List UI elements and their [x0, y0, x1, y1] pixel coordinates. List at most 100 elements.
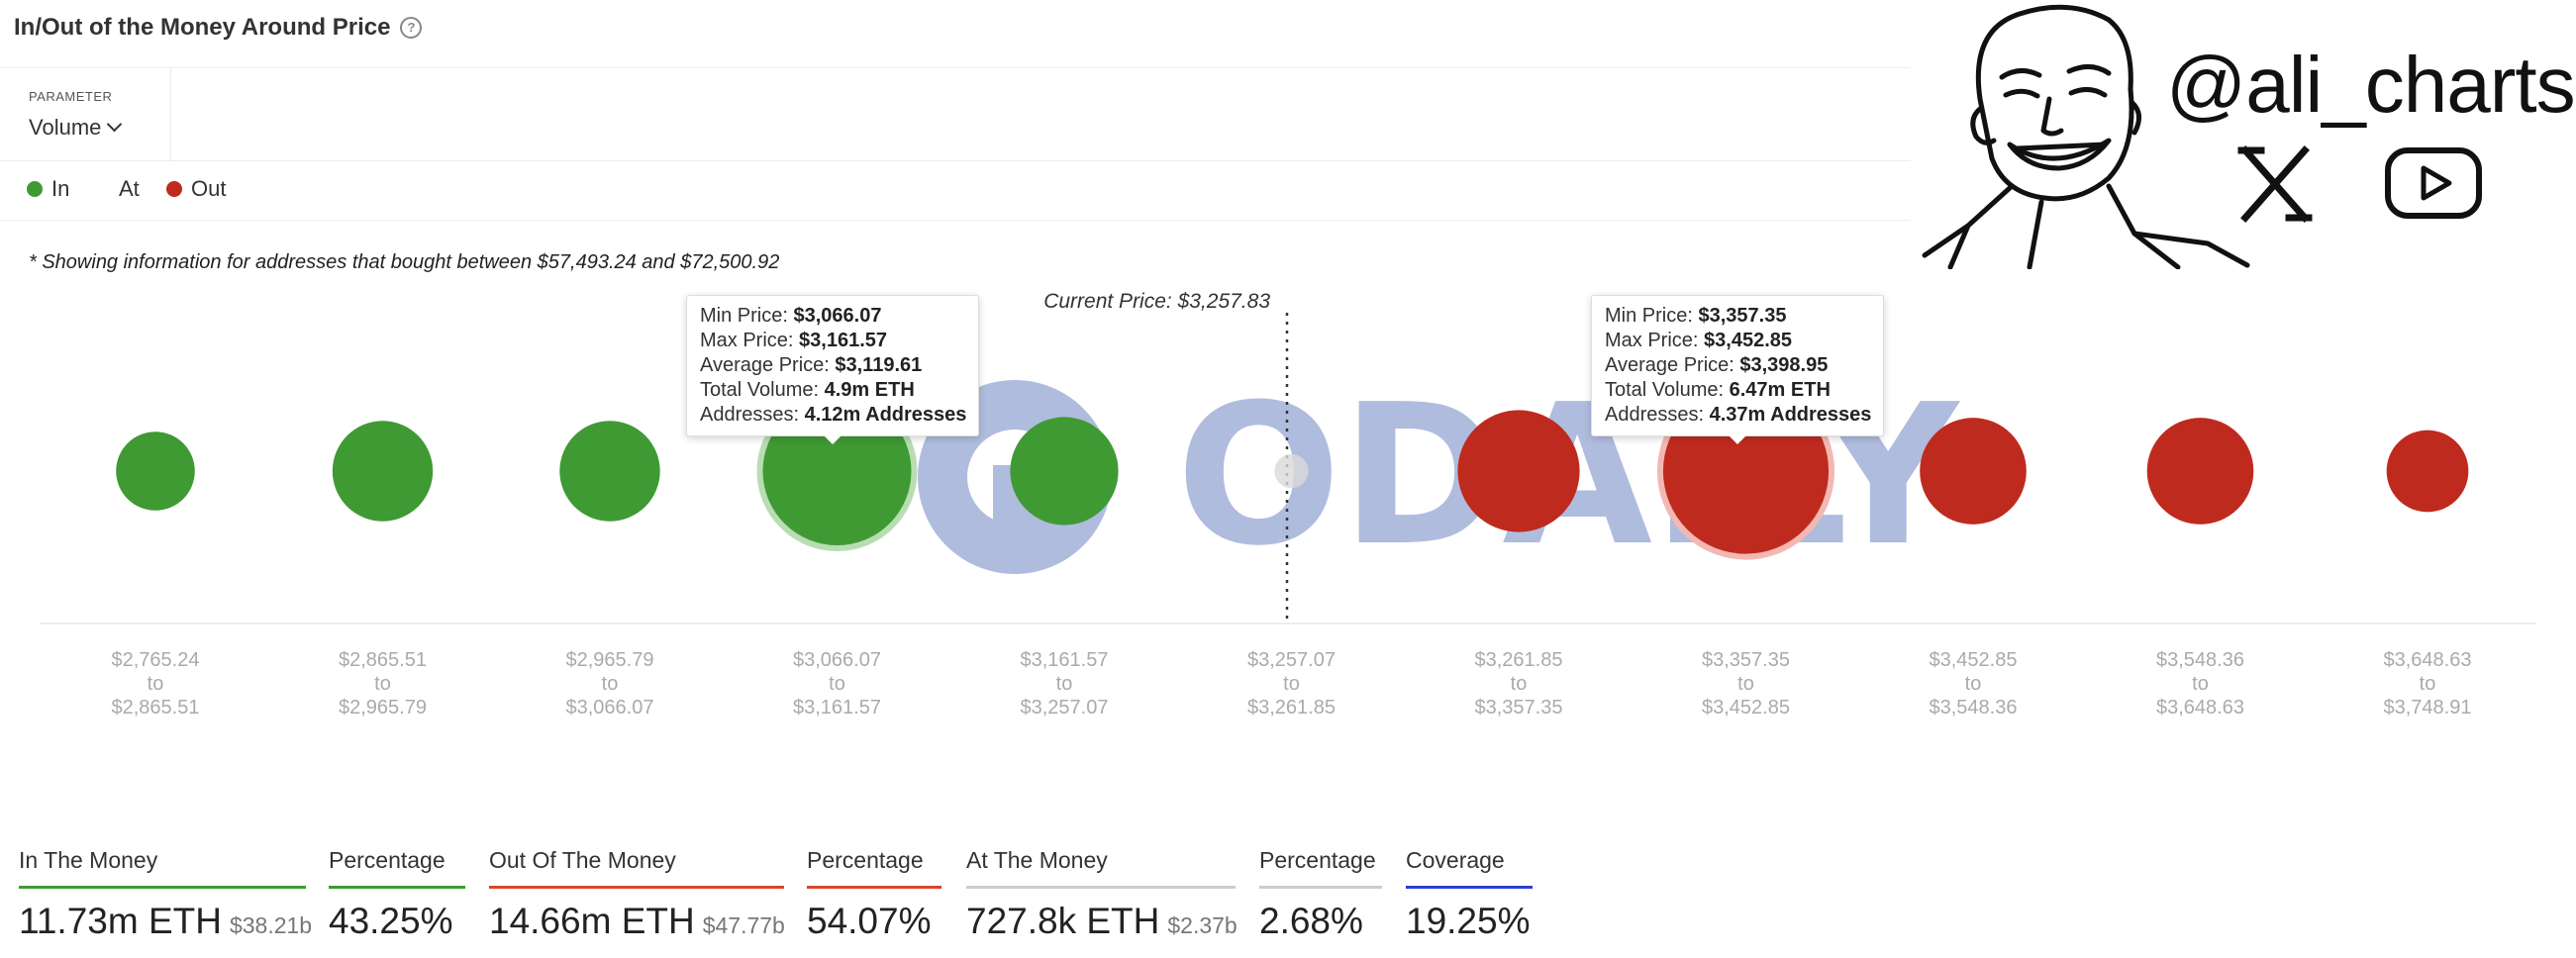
stat-value-row: 2.68%: [1259, 901, 1382, 942]
parameter-select-value: Volume: [29, 115, 102, 140]
tooltip-arrow: [824, 435, 842, 444]
stat-label: Percentage: [329, 847, 446, 873]
tick-label-from: $2,865.51: [339, 649, 427, 671]
bubble-in[interactable]: [116, 431, 195, 511]
bubble-out[interactable]: [2386, 430, 2469, 513]
parameter-select[interactable]: Volume: [29, 115, 123, 141]
tooltip-row: Total Volume: 4.9m ETH: [700, 378, 966, 403]
tooltip-row-value: $3,357.35: [1698, 305, 1787, 327]
stat-rule: [1406, 886, 1533, 889]
legend-label-out: Out: [191, 176, 227, 201]
legend-item-at[interactable]: At: [119, 176, 140, 202]
tick-label-to: to: [1965, 673, 1982, 695]
bubble-tooltip: Min Price: $3,066.07 Max Price: $3,161.57…: [686, 295, 980, 444]
stat-rule: [1259, 886, 1382, 889]
bubble-out[interactable]: [2146, 418, 2254, 525]
tooltip-row-label: Total Volume:: [1605, 379, 1730, 401]
tooltip-row-label: Addresses:: [1605, 404, 1710, 426]
tooltip-row-value: $3,398.95: [1739, 354, 1829, 376]
tooltip-row: Addresses: 4.12m Addresses: [700, 403, 966, 428]
stat-label: Percentage: [807, 847, 924, 873]
divider: [0, 160, 1911, 161]
tick-label-to-price: $3,548.36: [1930, 697, 2018, 718]
tooltip-row-value: $3,452.85: [1704, 330, 1793, 351]
bubble-in[interactable]: [332, 421, 434, 522]
divider: [0, 220, 1911, 221]
tooltip-row: Average Price: $3,119.61: [700, 353, 966, 378]
current-price-label: Current Price: $3,257.83: [1043, 290, 1270, 313]
tick-label-to-price: $3,257.07: [1021, 697, 1109, 718]
stat-value: 11.73m ETH: [19, 901, 222, 941]
tick-label-to: to: [1737, 673, 1754, 695]
tick-label-to-price: $2,965.79: [339, 697, 427, 718]
stat-value: 43.25%: [329, 901, 453, 941]
stat-in-the-money: In The Money 11.73m ETH $38.21b: [19, 847, 312, 942]
tick-label-to-price: $2,865.51: [112, 697, 200, 718]
bubble-in[interactable]: [559, 421, 660, 522]
stat-subvalue: $47.77b: [702, 912, 785, 938]
tick-label-from: $2,965.79: [566, 649, 654, 671]
tooltip-row-value: 6.47m ETH: [1729, 379, 1831, 401]
stat-value: 54.07%: [807, 901, 932, 941]
legend-dot-in: [27, 181, 43, 197]
question-circle-icon[interactable]: ?: [400, 17, 423, 39]
tick-label-to-price: $3,357.35: [1475, 697, 1563, 718]
legend-label-in: In: [51, 176, 70, 201]
stat-value-row: 19.25%: [1406, 901, 1533, 942]
tick-label-to: to: [1056, 673, 1073, 695]
youtube-play-icon: [2385, 147, 2482, 219]
tick-label-to: to: [602, 673, 619, 695]
brand-panel: [1922, 4, 2482, 269]
tooltip-row-label: Max Price:: [1605, 330, 1705, 351]
tooltip-row-value: 4.37m Addresses: [1709, 404, 1872, 426]
bubble-out[interactable]: [1457, 410, 1580, 532]
tooltip-row-value: 4.9m ETH: [824, 379, 915, 401]
legend-item-in[interactable]: In: [27, 176, 69, 202]
tick-label-to-price: $3,161.57: [793, 697, 881, 718]
tooltip-row-value: 4.12m Addresses: [804, 404, 967, 426]
tick-label-from: $3,648.63: [2384, 649, 2472, 671]
stat-value: 727.8k ETH: [966, 901, 1160, 941]
stat-value: 19.25%: [1406, 901, 1531, 941]
tooltip-row: Addresses: 4.37m Addresses: [1605, 403, 1871, 428]
stat-label: Coverage: [1406, 847, 1505, 873]
tick-label-from: $3,357.35: [1702, 649, 1790, 671]
page-title: In/Out of the Money Around Price?: [14, 14, 423, 42]
tick-label-to-price: $3,748.91: [2384, 697, 2472, 718]
tick-label-from: $3,261.85: [1475, 649, 1563, 671]
chevron-down-icon: [107, 116, 123, 133]
stat-at-the-money: At The Money 727.8k ETH $2.37b: [966, 847, 1238, 942]
stat-subvalue: $2.37b: [1167, 912, 1238, 938]
stat-value-row: 54.07%: [807, 901, 941, 942]
brand-handle: @ali_charts: [2166, 41, 2576, 129]
stat-percentage: Percentage 54.07%: [807, 847, 941, 942]
stat-rule: [19, 886, 306, 889]
tooltip-row: Max Price: $3,452.85: [1605, 329, 1871, 353]
tooltip-row-label: Addresses:: [700, 404, 805, 426]
parameter-label: PARAMETER: [29, 89, 113, 104]
tick-label-to: to: [374, 673, 391, 695]
stat-subvalue: $38.21b: [229, 912, 313, 938]
bubble-at[interactable]: [1274, 453, 1309, 489]
tick-label-from: $3,452.85: [1930, 649, 2018, 671]
parameter-panel: [0, 69, 171, 160]
tooltip-arrow: [1729, 435, 1747, 444]
stat-value-row: 11.73m ETH $38.21b: [19, 901, 312, 942]
tick-label-from: $3,548.36: [2156, 649, 2244, 671]
bubble-out[interactable]: [1920, 418, 2027, 525]
tick-label-to-price: $3,452.85: [1702, 697, 1790, 718]
tick-label-to-price: $3,261.85: [1247, 697, 1336, 718]
stat-label: Out Of The Money: [489, 847, 676, 873]
range-note: * Showing information for addresses that…: [29, 251, 780, 273]
x-logo-icon: [2237, 145, 2313, 223]
stat-percentage: Percentage 43.25%: [329, 847, 465, 942]
bubble-chart: ODAILY Current Price: $3,257.83 $2,765.2…: [40, 290, 2536, 718]
tooltip-row-label: Average Price:: [700, 354, 836, 376]
legend-item-out[interactable]: Out: [166, 176, 226, 202]
stat-label: In The Money: [19, 847, 158, 873]
bubble-in[interactable]: [1010, 417, 1119, 526]
cartoon-face-logo-icon: [1922, 4, 2250, 269]
tick-label-from: $3,161.57: [1021, 649, 1109, 671]
bubble-tooltip: Min Price: $3,357.35 Max Price: $3,452.85…: [1591, 295, 1885, 444]
tick-label-to: to: [1283, 673, 1300, 695]
